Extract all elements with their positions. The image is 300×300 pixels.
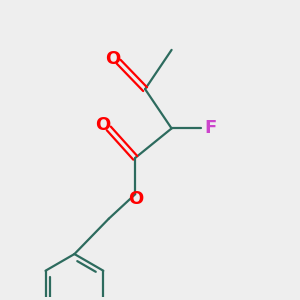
Text: O: O [128,190,143,208]
Text: F: F [205,119,217,137]
Text: O: O [95,116,110,134]
Text: O: O [105,50,120,68]
